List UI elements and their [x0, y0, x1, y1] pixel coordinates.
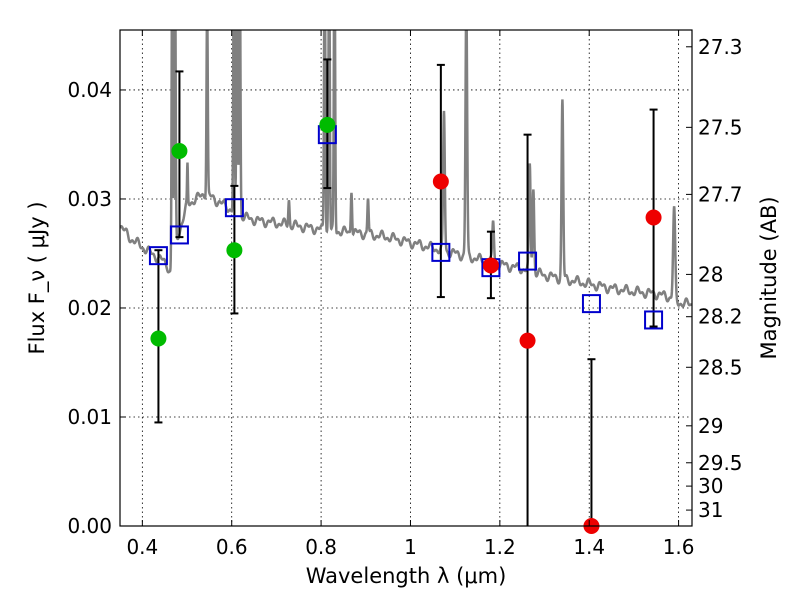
red-data-point [432, 173, 449, 190]
model-photometry-square [518, 251, 538, 271]
mag-tick-label: 28.2 [698, 305, 743, 329]
mag-tick-label: 28.5 [698, 355, 743, 379]
red-data-point [482, 257, 499, 274]
y-tick-label: 0.03 [67, 187, 112, 211]
x-axis-label: Wavelength λ (μm) [306, 564, 507, 588]
red-data-point [519, 332, 536, 349]
model-photometry-square [431, 242, 451, 262]
x-tick-label: 0.8 [305, 535, 337, 559]
mag-tick-label: 27.3 [698, 35, 743, 59]
model-photometry-square [224, 198, 244, 218]
mag-tick-label: 28 [698, 262, 723, 286]
model-photometry-square [581, 294, 601, 314]
x-tick-label: 1.6 [663, 535, 695, 559]
plot-background [120, 30, 692, 526]
x-tick-label: 1.2 [484, 535, 516, 559]
tick-labels: 0.4 0.6 0.8 1 1.2 1.4 1.6 0.00 0.01 0.02 0.03 0.04 2… [67, 35, 742, 559]
y-tick-label: 0.00 [67, 514, 112, 538]
plot-frame [119, 29, 693, 527]
green-data-point [150, 330, 167, 347]
mag-tick-label: 29 [698, 414, 723, 438]
y-tick-label: 0.04 [67, 78, 112, 102]
x-tick-label: 0.6 [216, 535, 248, 559]
mag-tick-label: 31 [698, 498, 723, 522]
y-tick-label: 0.02 [67, 296, 112, 320]
green-data-point [319, 116, 336, 133]
model-spectrum-line [120, 30, 692, 308]
model-photometry-square [148, 246, 168, 266]
green-data-point [226, 242, 243, 259]
axis-ticks [120, 30, 692, 527]
x-tick-label: 1.4 [573, 535, 605, 559]
mag-tick-label: 27.5 [698, 115, 743, 139]
y2-axis-label: Magnitude (AB) [757, 196, 781, 359]
red-data-point [645, 209, 662, 226]
mag-tick-label: 30 [698, 474, 723, 498]
mag-tick-label: 29.5 [698, 451, 743, 475]
y-tick-label: 0.01 [67, 405, 112, 429]
model-photometry-square [644, 310, 664, 330]
green-data-point [171, 143, 188, 160]
x-tick-label: 1 [404, 535, 417, 559]
mag-tick-label: 27.7 [698, 182, 743, 206]
y-axis-label: Flux F_ν ( μJy ) [25, 201, 50, 354]
x-tick-label: 0.4 [126, 535, 158, 559]
model-photometry-square [169, 225, 189, 245]
data-markers [148, 116, 664, 534]
